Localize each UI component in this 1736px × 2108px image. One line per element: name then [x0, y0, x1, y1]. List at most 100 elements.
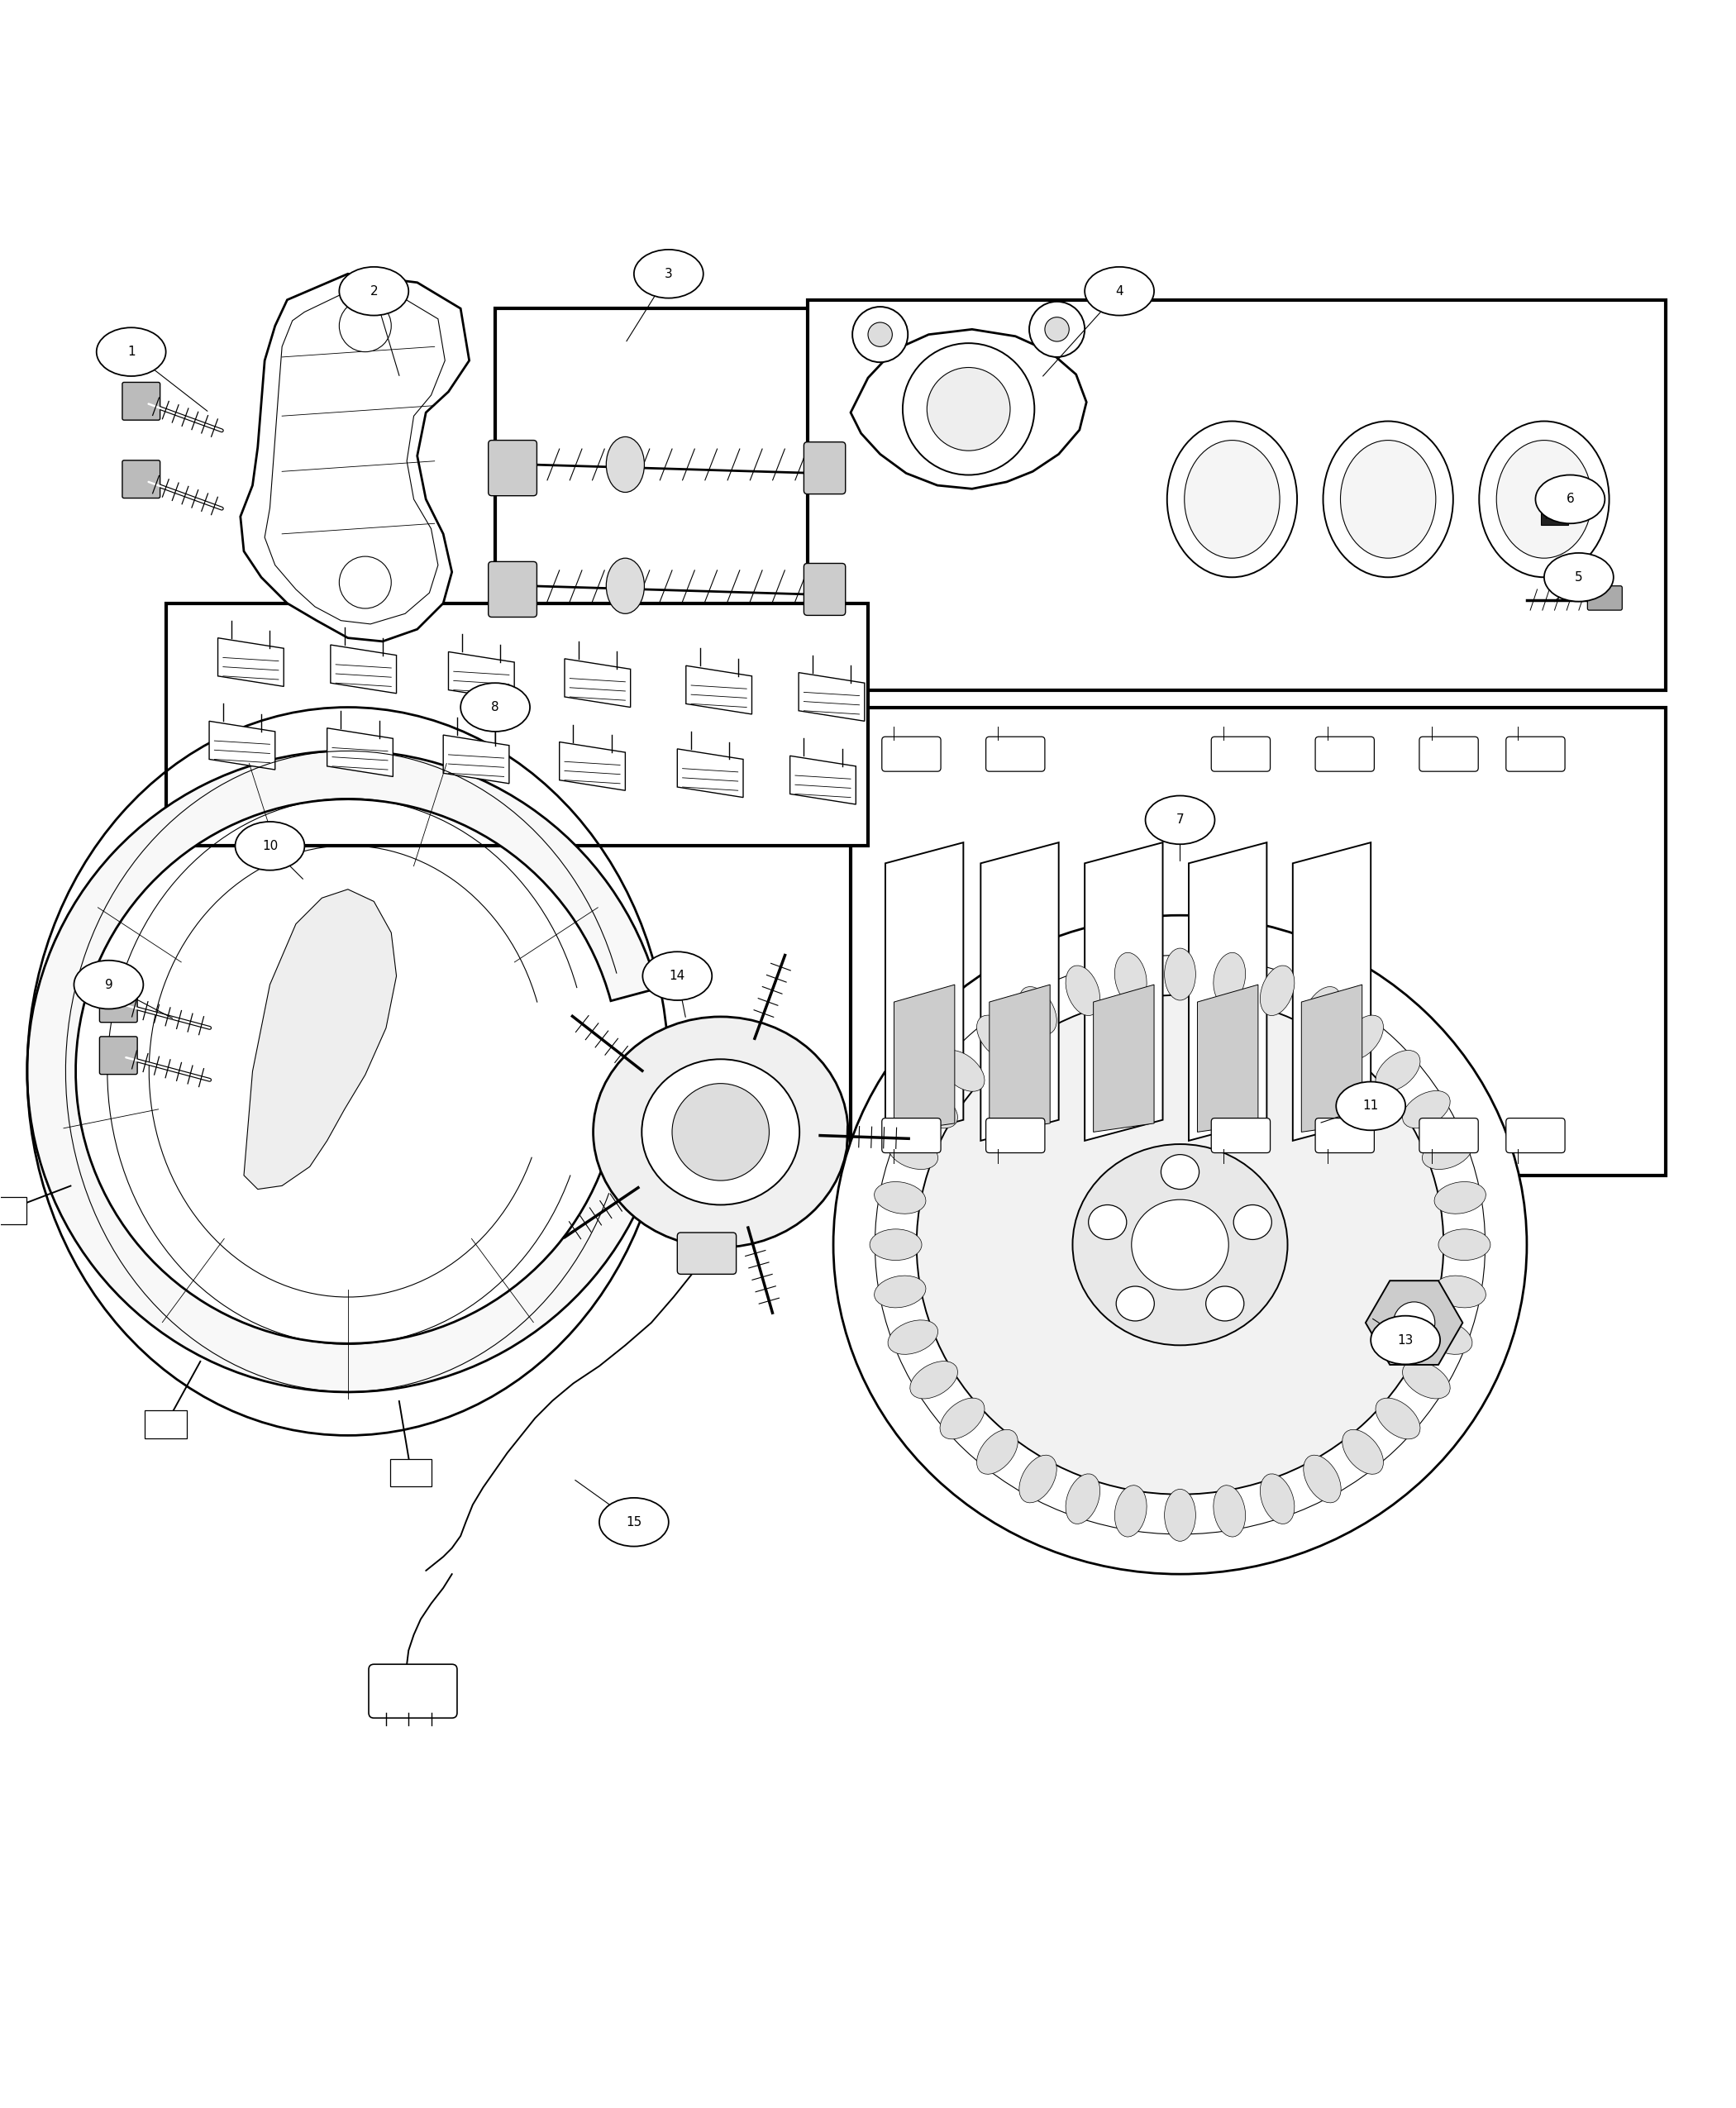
Ellipse shape: [642, 1058, 800, 1206]
Polygon shape: [1189, 843, 1267, 1140]
FancyBboxPatch shape: [122, 460, 160, 497]
Ellipse shape: [1304, 1455, 1340, 1503]
Polygon shape: [885, 843, 963, 1140]
Bar: [807, 299, 1665, 689]
Circle shape: [852, 308, 908, 363]
Ellipse shape: [1073, 1145, 1288, 1345]
Ellipse shape: [1088, 1206, 1127, 1240]
Ellipse shape: [875, 1183, 925, 1214]
Polygon shape: [1085, 843, 1163, 1140]
Ellipse shape: [1422, 1320, 1472, 1353]
Text: 15: 15: [627, 1516, 642, 1528]
Text: 5: 5: [1575, 571, 1583, 584]
Circle shape: [1029, 301, 1085, 356]
Polygon shape: [326, 727, 392, 776]
Polygon shape: [981, 843, 1059, 1140]
Circle shape: [927, 367, 1010, 451]
Ellipse shape: [875, 955, 1486, 1535]
Ellipse shape: [917, 995, 1444, 1495]
Ellipse shape: [1304, 987, 1340, 1035]
Ellipse shape: [875, 1275, 925, 1307]
Ellipse shape: [1207, 1286, 1245, 1322]
Bar: [1540, 504, 1568, 525]
Polygon shape: [243, 890, 396, 1189]
Polygon shape: [448, 651, 514, 700]
Ellipse shape: [594, 1016, 849, 1248]
Ellipse shape: [977, 1016, 1017, 1060]
Polygon shape: [330, 645, 396, 694]
Text: 7: 7: [1175, 814, 1184, 826]
Polygon shape: [240, 274, 469, 641]
Polygon shape: [894, 984, 955, 1132]
Circle shape: [339, 299, 391, 352]
FancyBboxPatch shape: [99, 1037, 137, 1075]
Polygon shape: [564, 658, 630, 708]
FancyBboxPatch shape: [122, 382, 160, 419]
FancyBboxPatch shape: [1316, 736, 1375, 772]
Ellipse shape: [339, 268, 408, 316]
Ellipse shape: [1342, 1429, 1384, 1473]
Ellipse shape: [1213, 953, 1245, 1003]
Ellipse shape: [1323, 422, 1453, 578]
Wedge shape: [28, 750, 658, 1391]
Ellipse shape: [1115, 1486, 1147, 1537]
Ellipse shape: [606, 559, 644, 613]
Polygon shape: [1094, 984, 1154, 1132]
Circle shape: [339, 557, 391, 609]
Ellipse shape: [1342, 1016, 1384, 1060]
Ellipse shape: [977, 1429, 1017, 1473]
FancyBboxPatch shape: [986, 736, 1045, 772]
Text: 1: 1: [127, 346, 135, 358]
Ellipse shape: [1434, 1275, 1486, 1307]
Circle shape: [903, 344, 1035, 474]
Ellipse shape: [1184, 441, 1279, 559]
FancyBboxPatch shape: [1212, 736, 1271, 772]
FancyBboxPatch shape: [1507, 736, 1564, 772]
Ellipse shape: [1422, 1134, 1472, 1170]
FancyBboxPatch shape: [804, 443, 845, 493]
Ellipse shape: [1434, 1183, 1486, 1214]
Ellipse shape: [1371, 1315, 1441, 1364]
Ellipse shape: [634, 249, 703, 297]
Ellipse shape: [1337, 1081, 1406, 1130]
Polygon shape: [217, 639, 283, 687]
Ellipse shape: [1019, 987, 1057, 1035]
Bar: [495, 308, 859, 672]
Polygon shape: [990, 984, 1050, 1132]
Ellipse shape: [1132, 1199, 1229, 1290]
Ellipse shape: [887, 1320, 937, 1353]
Polygon shape: [1302, 984, 1363, 1132]
Circle shape: [1394, 1303, 1436, 1343]
Text: 11: 11: [1363, 1100, 1378, 1113]
Ellipse shape: [1439, 1229, 1491, 1261]
Bar: [0, 1197, 26, 1225]
FancyBboxPatch shape: [1420, 1117, 1479, 1153]
FancyBboxPatch shape: [1212, 1117, 1271, 1153]
Bar: [851, 708, 1665, 1176]
Ellipse shape: [1066, 965, 1101, 1016]
Ellipse shape: [606, 436, 644, 493]
Text: 8: 8: [491, 702, 500, 713]
Polygon shape: [210, 721, 274, 769]
Ellipse shape: [939, 1050, 984, 1092]
Circle shape: [672, 1084, 769, 1180]
Ellipse shape: [1146, 795, 1215, 843]
Text: 6: 6: [1566, 493, 1575, 506]
FancyBboxPatch shape: [488, 561, 536, 618]
Ellipse shape: [1165, 1488, 1196, 1541]
Ellipse shape: [460, 683, 529, 731]
Polygon shape: [686, 666, 752, 715]
Text: 4: 4: [1116, 285, 1123, 297]
Ellipse shape: [1234, 1206, 1272, 1240]
Bar: [146, 1410, 187, 1438]
FancyBboxPatch shape: [986, 1117, 1045, 1153]
Ellipse shape: [870, 1229, 922, 1261]
Text: 3: 3: [665, 268, 672, 280]
FancyBboxPatch shape: [804, 563, 845, 616]
Polygon shape: [799, 672, 865, 721]
Polygon shape: [1293, 843, 1371, 1140]
Ellipse shape: [1115, 953, 1147, 1003]
FancyBboxPatch shape: [677, 1233, 736, 1273]
Ellipse shape: [1116, 1286, 1154, 1322]
FancyBboxPatch shape: [1316, 1117, 1375, 1153]
